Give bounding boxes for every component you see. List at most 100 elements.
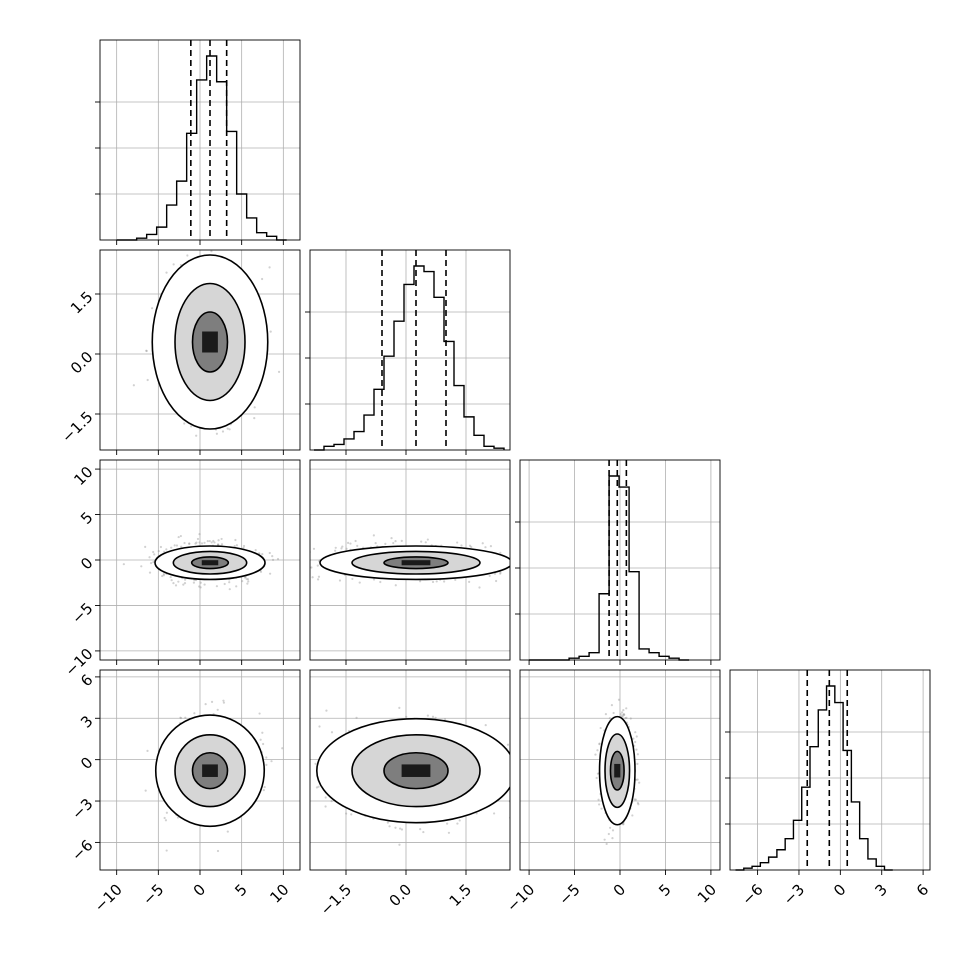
marginal-panel-2: [515, 459, 721, 661]
scatter-point: [631, 814, 634, 817]
y-tick-label: 5: [77, 508, 96, 527]
scatter-point: [253, 416, 256, 420]
scatter-point: [447, 831, 451, 834]
scatter-point: [148, 571, 152, 574]
scatter-point: [596, 749, 599, 752]
scatter-point: [259, 738, 262, 741]
x-tick-label: 0: [610, 880, 629, 899]
scatter-point: [210, 541, 213, 544]
joint-panel-2-3: [519, 669, 721, 871]
scatter-point: [235, 544, 239, 547]
contour-line-1: [383, 556, 449, 570]
scatter-point: [334, 549, 337, 552]
x-tick-label: −1.5: [317, 880, 355, 918]
scatter-point: [210, 700, 214, 703]
scatter-point: [325, 709, 328, 712]
scatter-point: [253, 406, 256, 409]
y-tick-label: 3: [77, 712, 96, 731]
scatter-point: [310, 566, 313, 569]
scatter-point: [179, 534, 182, 538]
scatter-point: [144, 789, 147, 792]
scatter-point: [422, 830, 425, 834]
scatter-point: [636, 801, 639, 805]
scatter-point: [216, 849, 220, 853]
scatter-point: [269, 330, 272, 333]
scatter-point: [235, 585, 238, 588]
y-tick-label: −1.5: [58, 408, 96, 446]
scatter-point: [598, 742, 601, 745]
scatter-point: [190, 425, 193, 428]
scatter-point: [208, 539, 211, 543]
scatter-point: [636, 753, 639, 756]
scatter-point: [398, 843, 401, 846]
scatter-point: [349, 542, 352, 545]
scatter-point: [234, 538, 237, 542]
scatter-point: [598, 743, 601, 746]
scatter-point: [242, 544, 246, 548]
scatter-point: [170, 546, 173, 549]
scatter-point: [405, 715, 408, 718]
scatter-point: [220, 537, 223, 541]
scatter-point: [334, 546, 337, 549]
scatter-point: [622, 712, 626, 716]
scatter-point: [145, 349, 148, 352]
scatter-point: [165, 548, 168, 551]
scatter-point: [152, 560, 155, 564]
scatter-point: [314, 762, 317, 765]
scatter-point: [350, 813, 353, 816]
scatter-point: [324, 805, 327, 808]
scatter-point: [426, 714, 429, 717]
scatter-point: [213, 541, 216, 544]
x-tick-label: 0: [190, 880, 209, 899]
scatter-point: [305, 744, 307, 746]
scatter-point: [481, 542, 484, 545]
y-tick-label: 10: [70, 463, 96, 489]
density-peak: [614, 763, 621, 778]
joint-panel-0-1: [99, 243, 301, 451]
x-tick-label: −6: [738, 880, 766, 908]
panel-content: [594, 698, 641, 846]
scatter-point: [605, 842, 608, 846]
contour-line-2: [172, 550, 248, 575]
contour-line-1: [609, 750, 625, 791]
scatter-point: [419, 580, 422, 583]
marginal-panel-1: [305, 249, 511, 451]
scatter-point: [202, 243, 204, 245]
scatter-point: [226, 427, 229, 430]
scatter-point: [484, 724, 487, 727]
x-tick-label: 10: [266, 880, 292, 906]
panel-content: [122, 533, 280, 591]
scatter-point: [634, 798, 637, 801]
scatter-point: [635, 735, 638, 738]
scatter-point: [281, 747, 284, 750]
contour-line-2: [351, 550, 481, 575]
scatter-point: [495, 579, 498, 583]
joint-panel-1-3: [305, 669, 511, 871]
scatter-point: [635, 748, 638, 751]
density-peak: [202, 331, 218, 353]
scatter-point: [271, 558, 275, 561]
scatter-point: [228, 588, 231, 591]
scatter-point: [514, 556, 516, 558]
contour-line-2: [174, 282, 246, 402]
scatter-point: [203, 541, 206, 544]
scatter-point: [603, 838, 606, 841]
scatter-point: [179, 716, 182, 719]
scatter-point: [394, 826, 397, 829]
scatter-point: [612, 711, 615, 715]
y-tick-label: 1.5: [67, 288, 97, 318]
scatter-point: [633, 798, 636, 801]
scatter-point: [195, 434, 198, 437]
scatter-point: [620, 715, 623, 718]
scatter-point: [183, 541, 186, 545]
x-tick-label: 5: [231, 880, 250, 899]
scatter-point: [484, 546, 487, 549]
scatter-point: [263, 785, 266, 789]
scatter-point: [261, 731, 264, 734]
scatter-point: [177, 535, 180, 539]
scatter-point: [597, 798, 600, 801]
scatter-point: [636, 778, 639, 781]
scatter-point: [315, 786, 319, 789]
scatter-point: [198, 533, 201, 536]
scatter-point: [435, 580, 438, 583]
